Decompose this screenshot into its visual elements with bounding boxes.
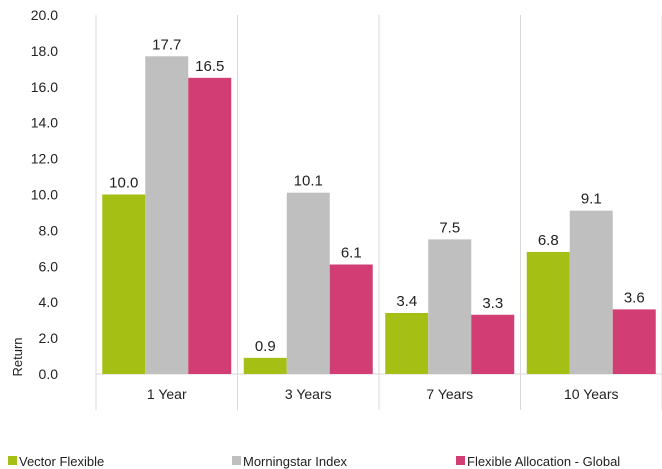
category-label: 7 Years <box>426 386 473 402</box>
y-axis-ticks: 0.0 2.0 4.0 6.0 8.0 10.0 12.0 14.0 16.0 18.0 20.0 <box>31 7 58 382</box>
category-label: 10 Years <box>564 386 619 402</box>
legend-swatch <box>232 456 241 465</box>
legend-entry: Flexible Allocation - Global <box>467 454 620 469</box>
x-axis-categories: 1 Year 3 Years 7 Years 10 Years <box>147 386 619 402</box>
legend-entry: Morningstar Index <box>243 454 348 469</box>
legend: Vector Flexible Morningstar Index Flexible… <box>8 454 620 469</box>
bar <box>188 77 232 374</box>
legend-swatch <box>456 456 465 465</box>
data-label: 6.1 <box>341 245 362 262</box>
y-tick-label: 8.0 <box>39 222 59 238</box>
data-label: 3.4 <box>396 293 417 310</box>
y-tick-label: 6.0 <box>39 258 59 274</box>
bar <box>102 194 146 374</box>
data-label: 0.9 <box>255 338 276 355</box>
bar <box>526 251 570 374</box>
bar <box>329 264 373 374</box>
data-labels: 10.0 0.9 3.4 6.8 17.7 10.1 7.5 9.1 16.5 6.1 3.3 3.6 <box>109 36 645 355</box>
bars <box>102 56 656 374</box>
bar <box>569 210 613 374</box>
bar <box>243 357 287 374</box>
bar <box>428 239 472 374</box>
y-tick-label: 12.0 <box>31 151 58 167</box>
y-tick-label: 4.0 <box>39 294 59 310</box>
data-label: 9.1 <box>581 191 602 208</box>
data-label: 16.5 <box>195 58 224 75</box>
data-label: 6.8 <box>538 232 559 249</box>
y-tick-label: 20.0 <box>31 7 58 23</box>
category-label: 3 Years <box>285 386 332 402</box>
bar <box>385 312 429 374</box>
y-tick-label: 16.0 <box>31 79 58 95</box>
data-label: 3.3 <box>482 295 503 312</box>
y-tick-label: 2.0 <box>39 330 59 346</box>
data-label: 7.5 <box>439 219 460 236</box>
data-label: 10.1 <box>294 173 323 190</box>
bar <box>286 192 330 374</box>
category-label: 1 Year <box>147 386 187 402</box>
y-tick-label: 18.0 <box>31 43 58 59</box>
bar <box>612 309 656 374</box>
y-tick-label: 14.0 <box>31 115 58 131</box>
data-label: 10.0 <box>109 175 138 192</box>
y-tick-label: 10.0 <box>31 187 58 203</box>
data-label: 3.6 <box>624 289 645 306</box>
data-label: 17.7 <box>152 36 181 53</box>
legend-swatch <box>8 456 17 465</box>
y-axis-label: Return <box>10 337 25 376</box>
legend-entry: Vector Flexible <box>19 454 104 469</box>
bar <box>471 314 515 374</box>
y-tick-label: 0.0 <box>39 366 59 382</box>
bar <box>145 56 189 374</box>
